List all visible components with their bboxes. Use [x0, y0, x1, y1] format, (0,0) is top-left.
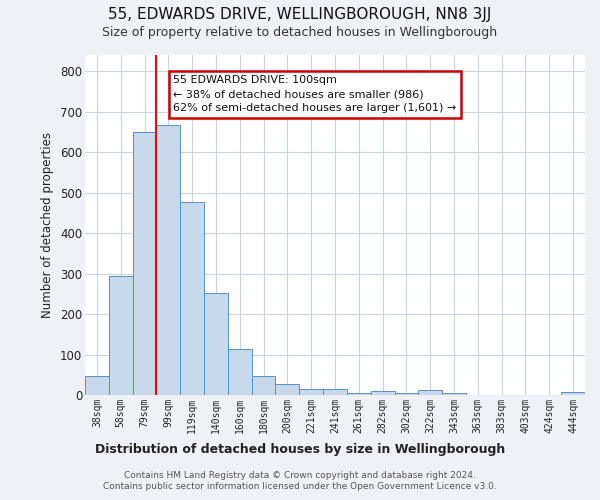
Bar	[85, 376, 109, 395]
Bar	[133, 132, 157, 395]
Text: 55 EDWARDS DRIVE: 100sqm
← 38% of detached houses are smaller (986)
62% of semi-: 55 EDWARDS DRIVE: 100sqm ← 38% of detach…	[173, 75, 457, 113]
Bar	[561, 392, 585, 395]
Bar	[180, 202, 204, 395]
Bar	[371, 391, 395, 395]
Bar	[299, 389, 323, 395]
Bar	[204, 293, 228, 395]
Bar	[251, 376, 275, 395]
Bar	[347, 393, 371, 395]
Bar	[442, 393, 466, 395]
Text: Size of property relative to detached houses in Wellingborough: Size of property relative to detached ho…	[103, 26, 497, 39]
Text: Contains HM Land Registry data © Crown copyright and database right 2024.: Contains HM Land Registry data © Crown c…	[124, 471, 476, 480]
Bar	[418, 390, 442, 395]
Bar	[395, 393, 418, 395]
Bar	[109, 276, 133, 395]
Bar	[228, 349, 251, 395]
Text: Contains public sector information licensed under the Open Government Licence v3: Contains public sector information licen…	[103, 482, 497, 491]
Bar	[275, 384, 299, 395]
Text: 55, EDWARDS DRIVE, WELLINGBOROUGH, NN8 3JJ: 55, EDWARDS DRIVE, WELLINGBOROUGH, NN8 3…	[109, 8, 491, 22]
Bar	[157, 124, 180, 395]
Bar	[323, 389, 347, 395]
Y-axis label: Number of detached properties: Number of detached properties	[41, 132, 55, 318]
Text: Distribution of detached houses by size in Wellingborough: Distribution of detached houses by size …	[95, 442, 505, 456]
